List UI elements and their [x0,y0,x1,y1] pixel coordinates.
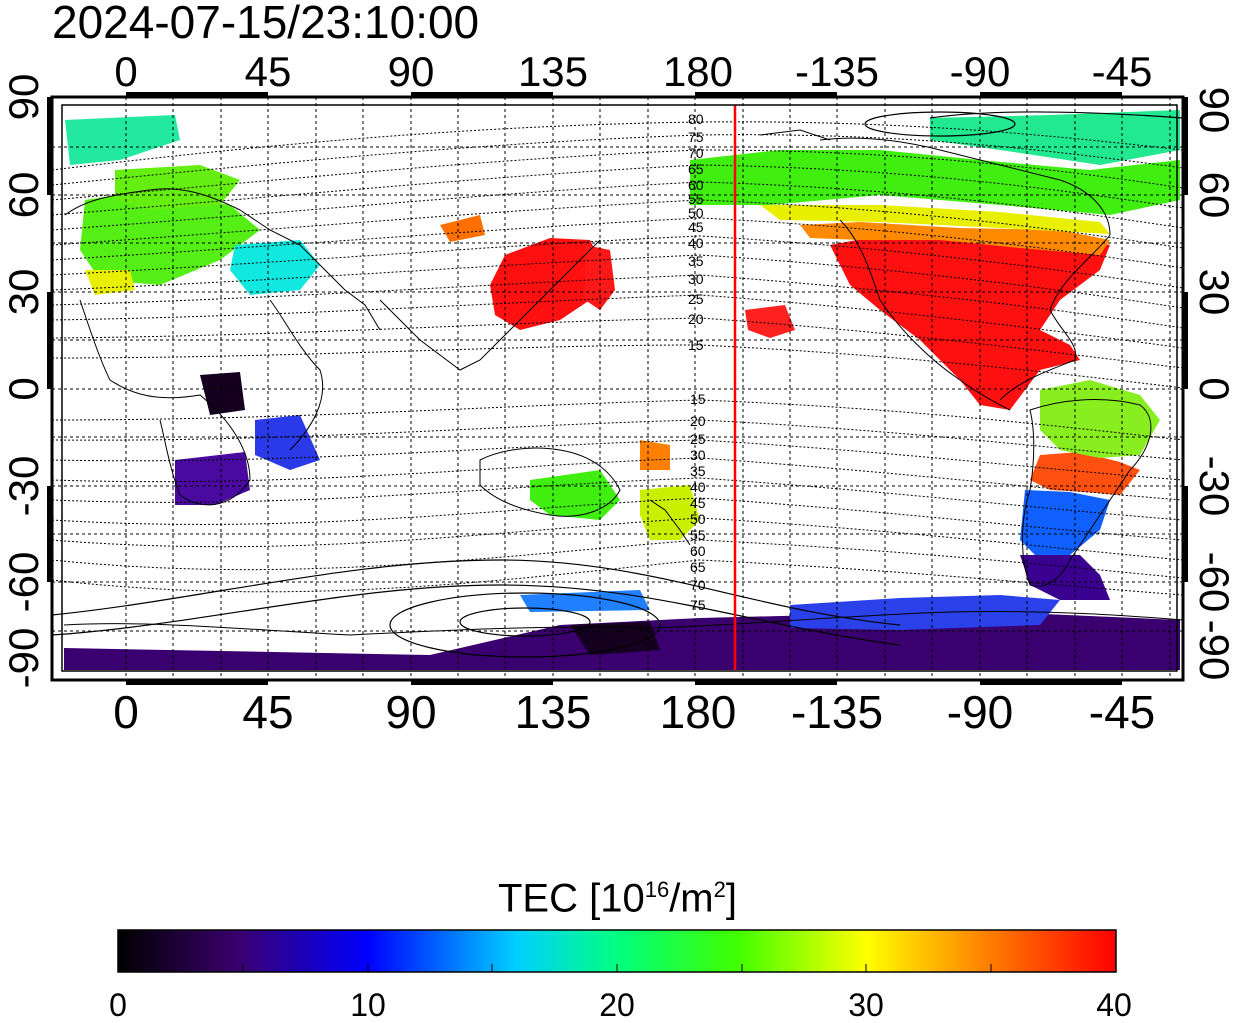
contour-label: 70 [688,145,704,161]
contour-label: 50 [688,205,704,221]
lon-label-bottom: -135 [791,686,883,738]
tec-patch-europe-yellow [85,270,135,295]
colorbar-tick-label: 10 [350,987,386,1023]
contour-label: 15 [688,337,704,353]
lat-label-left: 30 [0,269,47,316]
contour-labels-south: 15 20 25 30 35 40 45 50 55 60 65 70 75 [690,391,706,613]
contour-label: 65 [688,161,704,177]
contour-label: 70 [690,577,706,593]
lat-label-right: 90 [1191,87,1235,134]
lat-label-left: -90 [0,628,47,689]
tec-patch-kamchatka [440,215,485,242]
tec-patch-na-yellow [760,205,1110,234]
contour-label: 75 [688,129,704,145]
top-lon-labels: 0 45 90 135 180 -135 -90 -45 [114,48,1152,95]
timestamp: 2024-07-15/23:10:00 [52,0,480,48]
lon-label-bottom: 180 [660,686,737,738]
lat-label-left: 90 [0,74,47,121]
contour-label: 65 [690,559,706,575]
colorbar-ticks [242,964,992,972]
magnetic-contours-solid [52,111,1183,658]
lat-label-right: 0 [1191,377,1235,400]
contour-label: 35 [690,463,706,479]
magnetic-contours [52,121,1183,596]
colorbar-tick-label: 40 [1096,987,1132,1023]
lon-label-bottom: 135 [515,686,592,738]
contour-label: 50 [690,511,706,527]
lon-label-top: 0 [114,48,137,95]
tec-patch-sa-orange [1030,452,1140,495]
lon-label-bottom: -90 [947,686,1013,738]
contour-label: 35 [688,253,704,269]
tec-patch-canada-green [690,150,1180,215]
tec-patch-europe-green [80,190,260,285]
lat-label-left: 0 [0,377,47,400]
lon-label-bottom: 0 [113,686,139,738]
contour-label: 45 [690,495,706,511]
contour-label: 20 [688,311,704,327]
tec-patch-south-africa [175,452,250,505]
lon-label-bottom: 90 [385,686,436,738]
contour-label: 25 [688,291,704,307]
graticule [52,97,1183,680]
tec-patch-north-america [830,230,1110,410]
lon-label-bottom: 45 [242,686,293,738]
lon-label-top: 135 [518,48,588,95]
tec-patch-pacific-red [745,305,795,338]
contour-label: 25 [690,431,706,447]
lon-label-top: 45 [245,48,292,95]
coastlines [63,129,1183,636]
lat-label-right: -60 [1191,552,1235,613]
contour-label: 45 [688,219,704,235]
lon-label-top: 180 [663,48,733,95]
contour-label: 20 [690,413,706,429]
contour-label: 30 [688,271,704,287]
tec-patch-na-orange [800,222,1110,255]
contour-labels-north: 80 75 70 65 60 55 50 45 40 35 30 25 20 1… [688,111,704,353]
contour-label: 55 [690,527,706,543]
tec-patch-arctic-cyan [930,110,1180,165]
contour-label: 40 [690,479,706,495]
contour-label: 80 [688,111,704,127]
lat-label-left: -60 [0,552,47,613]
lon-label-top: -45 [1092,48,1153,95]
lat-label-left: -30 [0,456,47,517]
tec-patch-arctic-europe [65,115,180,165]
right-lat-labels: 90 60 30 0 -30 -60 -90 [1191,87,1235,681]
contour-label: 15 [690,391,706,407]
contour-label: 75 [690,597,706,613]
colorbar-title: TEC [1016/m2] [497,876,737,921]
colorbar-tick-label: 20 [599,987,635,1023]
colorbar-tick-label: 0 [109,987,127,1023]
contour-label: 30 [690,447,706,463]
lon-label-top: -135 [795,48,879,95]
contour-label: 60 [690,543,706,559]
tec-patch-middle-east-cyan [230,240,320,295]
colorbar-tick-label: 30 [848,987,884,1023]
tec-patch-east-africa [255,415,320,470]
tec-patch-nz-orange [640,440,670,470]
left-lat-labels: 90 60 30 0 -30 -60 -90 [0,74,47,689]
contour-label: 55 [688,191,704,207]
lat-label-right: -90 [1191,620,1235,681]
tec-patch-antarctic-black [570,622,660,655]
lat-label-right: -30 [1191,456,1235,517]
lat-label-right: 30 [1191,269,1235,316]
frame-ticks [47,92,1188,685]
tec-patch-sa-purple [1020,555,1110,600]
lon-label-top: 90 [388,48,435,95]
tec-patch-russia-green [115,165,240,210]
lat-label-left: 60 [0,172,47,219]
tec-patch-central-africa [200,372,245,415]
lat-label-right: 60 [1191,172,1235,219]
bottom-lon-labels: 0 45 90 135 180 -135 -90 -45 [113,686,1155,738]
tec-patch-sa-green [1040,380,1160,458]
contour-label: 60 [688,177,704,193]
lon-label-top: -90 [950,48,1011,95]
contour-label: 40 [688,235,704,251]
lon-label-bottom: -45 [1089,686,1155,738]
